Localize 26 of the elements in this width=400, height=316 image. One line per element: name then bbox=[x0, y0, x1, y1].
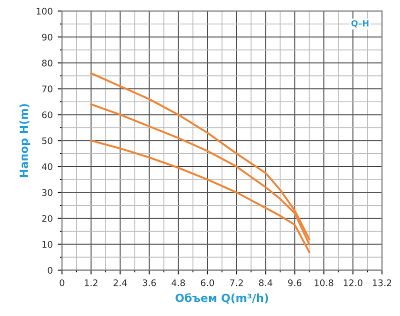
x-tick-label: 4.8 bbox=[172, 279, 185, 286]
y-tick-label: 30 bbox=[42, 189, 52, 196]
y-tick-label: 10 bbox=[42, 241, 52, 248]
x-tick-label: 0 bbox=[60, 279, 64, 286]
y-axis-title: Напор H(m) bbox=[19, 104, 30, 178]
x-tick-label: 3.6 bbox=[142, 279, 156, 286]
y-tick-label: 90 bbox=[42, 34, 52, 41]
y-tick-label: 40 bbox=[42, 163, 52, 170]
x-tick-label: 2.4 bbox=[114, 279, 127, 286]
x-tick-label: 10.8 bbox=[314, 279, 334, 286]
y-tick-label: 50 bbox=[42, 137, 52, 144]
x-tick-label: 9.6 bbox=[288, 279, 302, 286]
annotation: Q–H bbox=[351, 20, 368, 28]
x-axis-title: Объем Q(m³/h) bbox=[176, 293, 268, 304]
y-tick-label: 80 bbox=[42, 60, 52, 66]
x-tick-label: 8.4 bbox=[259, 279, 272, 286]
y-tick-label: 0 bbox=[48, 266, 52, 274]
x-tick-label: 6.0 bbox=[200, 279, 214, 286]
y-tick-label: 70 bbox=[42, 86, 52, 92]
x-tick-label: 12.0 bbox=[344, 279, 362, 286]
y-tick-label: 100 bbox=[36, 8, 52, 15]
x-tick-label: 7.2 bbox=[230, 279, 243, 286]
x-tick-label: 13.2 bbox=[372, 279, 392, 286]
x-tick-label: 1.2 bbox=[84, 279, 98, 286]
y-tick-label: 20 bbox=[42, 215, 52, 222]
y-tick-label: 60 bbox=[42, 111, 52, 118]
